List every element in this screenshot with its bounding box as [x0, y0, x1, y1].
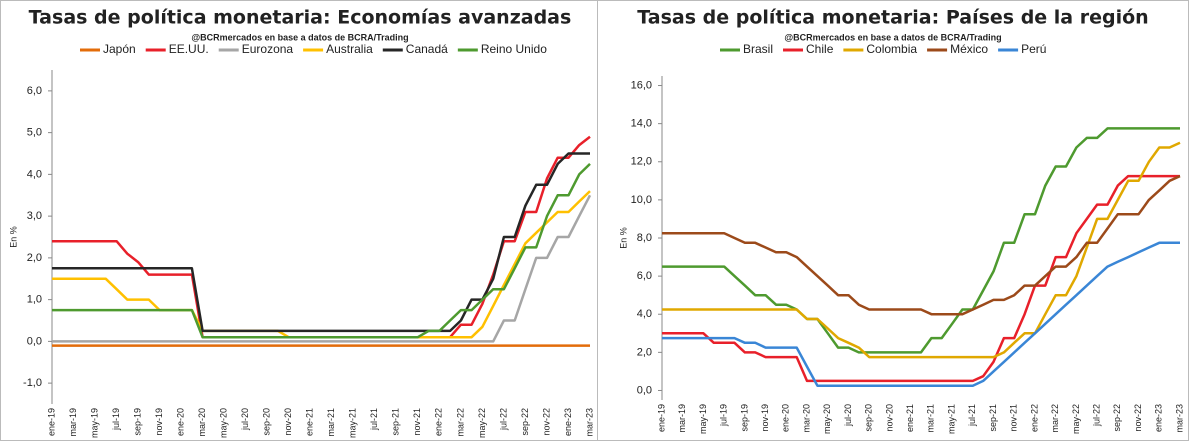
- x-tick-label: ene-19: [46, 408, 56, 436]
- x-tick-label: nov-21: [412, 408, 422, 436]
- series-line: [52, 163, 591, 339]
- chart-subtitle: @BCRmercados en base a datos de BCRA/Tra…: [191, 32, 408, 42]
- x-tick-label: jul-21: [967, 404, 977, 427]
- x-tick-label: mar-23: [584, 408, 594, 437]
- y-tick-label: 0,0: [27, 335, 42, 347]
- series-line: [662, 141, 1181, 359]
- series-line: [662, 174, 1180, 383]
- x-tick-label: ene-21: [305, 408, 315, 436]
- y-tick-label: 2,0: [637, 346, 652, 358]
- legend-label: Perú: [1021, 42, 1046, 56]
- x-tick-label: may-21: [946, 404, 956, 434]
- x-tick-label: jul-22: [498, 408, 508, 431]
- y-tick-label: 1,0: [27, 294, 42, 306]
- y-axis-label: En %: [618, 227, 628, 249]
- y-axis-label: En %: [8, 226, 18, 248]
- legend-label: Chile: [806, 42, 834, 56]
- x-tick-label: mar-19: [677, 404, 687, 433]
- x-tick-label: ene-22: [1029, 404, 1039, 432]
- series-line: [52, 194, 592, 343]
- x-tick-label: sep-21: [391, 408, 401, 436]
- x-tick-label: nov-19: [760, 404, 770, 432]
- y-tick-label: 4,0: [27, 168, 42, 180]
- series-line: [52, 190, 591, 339]
- y-tick-label: 10,0: [631, 194, 652, 206]
- legend-label: Eurozona: [242, 42, 294, 56]
- x-tick-label: may-20: [219, 408, 229, 438]
- x-tick-label: ene-23: [563, 408, 573, 436]
- x-tick-label: sep-22: [1112, 404, 1122, 432]
- chart-title: Tasas de política monetaria: Economías a…: [29, 7, 572, 29]
- x-tick-label: may-22: [1071, 404, 1081, 434]
- y-tick-label: 5,0: [27, 127, 42, 139]
- x-tick-label: sep-22: [520, 408, 530, 436]
- chart-subtitle: @BCRmercados en base a datos de BCRA/Tra…: [784, 32, 1001, 42]
- legend-label: EE.UU.: [169, 42, 209, 56]
- x-tick-label: jul-20: [843, 404, 853, 427]
- x-tick-label: nov-22: [1133, 404, 1143, 432]
- x-tick-label: sep-20: [864, 404, 874, 432]
- y-tick-label: 14,0: [631, 118, 652, 130]
- x-tick-label: ene-21: [905, 404, 915, 432]
- x-tick-label: sep-21: [988, 404, 998, 432]
- legend-label: Canadá: [406, 42, 448, 56]
- y-tick-label: 6,0: [27, 85, 42, 97]
- legend-label: Reino Unido: [481, 42, 547, 56]
- x-tick-label: sep-19: [739, 404, 749, 432]
- x-tick-label: sep-19: [132, 408, 142, 436]
- y-tick-label: 2,0: [27, 252, 42, 264]
- x-tick-label: may-21: [348, 408, 358, 438]
- legend-label: Brasil: [743, 42, 773, 56]
- x-tick-label: jul-22: [1091, 404, 1101, 427]
- x-tick-label: mar-19: [68, 408, 78, 437]
- legend-label: Australia: [326, 42, 373, 56]
- x-tick-label: mar-20: [197, 408, 207, 437]
- y-tick-label: 4,0: [637, 308, 652, 320]
- x-tick-label: ene-23: [1154, 404, 1164, 432]
- y-tick-label: 3,0: [27, 210, 42, 222]
- series-line: [662, 174, 1181, 316]
- x-tick-label: may-19: [89, 408, 99, 438]
- x-tick-label: jul-21: [369, 408, 379, 431]
- chart-title: Tasas de política monetaria: Países de l…: [637, 7, 1148, 29]
- x-tick-label: ene-20: [175, 408, 185, 436]
- x-tick-label: nov-20: [283, 408, 293, 436]
- series-line: [662, 241, 1180, 387]
- legend-label: Japón: [103, 42, 136, 56]
- x-tick-label: ene-22: [434, 408, 444, 436]
- y-tick-label: 8,0: [637, 232, 652, 244]
- y-tick-label: 16,0: [631, 79, 652, 91]
- x-tick-label: nov-21: [1009, 404, 1019, 432]
- legend-label: Colombia: [866, 42, 917, 56]
- y-tick-label: 12,0: [631, 156, 652, 168]
- x-tick-label: mar-22: [1050, 404, 1060, 433]
- x-tick-label: may-22: [477, 408, 487, 438]
- x-tick-label: ene-19: [656, 404, 666, 432]
- series-line: [52, 152, 590, 333]
- legend-label: México: [950, 42, 988, 56]
- x-tick-label: mar-22: [455, 408, 465, 437]
- x-tick-label: may-19: [698, 404, 708, 434]
- series-line: [662, 127, 1180, 354]
- x-tick-label: nov-20: [884, 404, 894, 432]
- x-tick-label: mar-23: [1174, 404, 1184, 433]
- x-tick-label: ene-20: [781, 404, 791, 432]
- x-tick-label: mar-21: [926, 404, 936, 433]
- x-tick-label: nov-19: [154, 408, 164, 436]
- x-tick-label: jul-19: [111, 408, 121, 431]
- x-tick-label: jul-20: [240, 408, 250, 431]
- x-tick-label: mar-20: [801, 404, 811, 433]
- y-tick-label: 0,0: [637, 384, 652, 396]
- x-tick-label: sep-20: [262, 408, 272, 436]
- x-tick-label: jul-19: [719, 404, 729, 427]
- y-tick-label: 6,0: [637, 270, 652, 282]
- x-tick-label: nov-22: [541, 408, 551, 436]
- x-tick-label: may-20: [822, 404, 832, 434]
- x-tick-label: mar-21: [326, 408, 336, 437]
- y-tick-label: -1,0: [23, 377, 42, 389]
